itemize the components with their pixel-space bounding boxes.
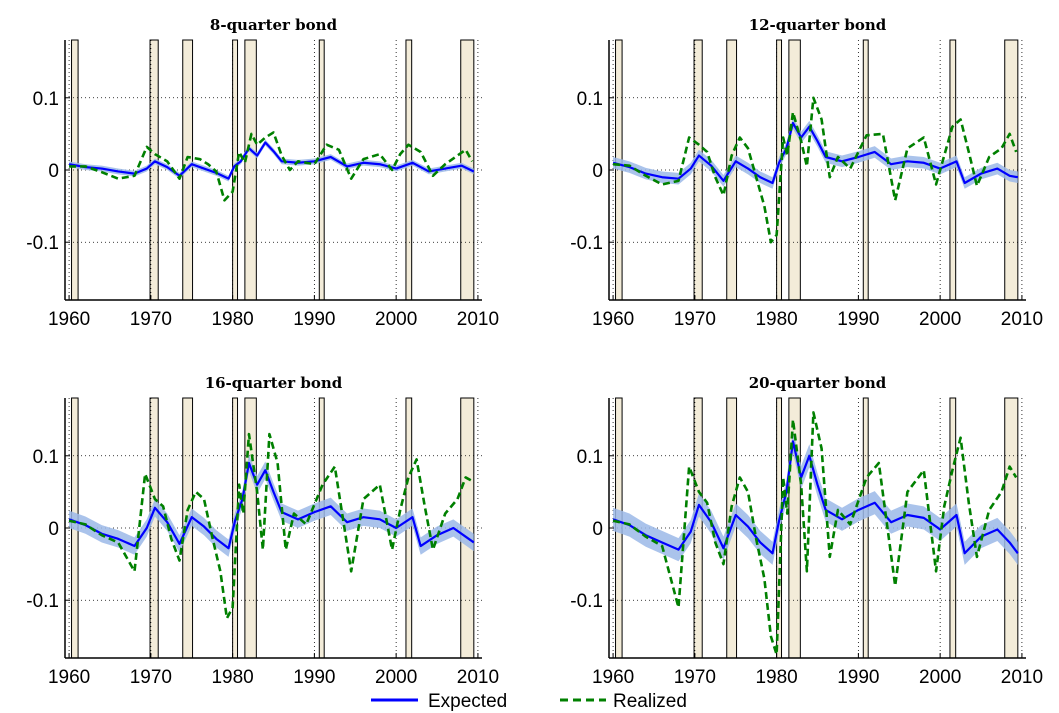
expected-series-line bbox=[68, 461, 475, 550]
x-tick-label: 1980 bbox=[211, 667, 253, 688]
chart-panel-4: 1960 1970 1980 1990 2000 2010 -0.1 0 0.1 20-quart… bbox=[570, 374, 1043, 688]
panel-title: 20-quarter bond bbox=[749, 374, 887, 392]
chart-panel-2: 1960 1970 1980 1990 2000 2010 -0.1 0 0.1 12-quart… bbox=[570, 16, 1043, 330]
recession-band bbox=[693, 39, 703, 301]
x-tick-label: 1960 bbox=[48, 309, 90, 330]
x-tick-label: 1980 bbox=[755, 667, 797, 688]
legend-realized-label: Realized bbox=[613, 691, 687, 712]
panel-title: 8-quarter bond bbox=[210, 16, 338, 34]
realized-series-line bbox=[612, 411, 1018, 656]
y-tick-label: -0.1 bbox=[26, 233, 59, 254]
y-tick-label: 0.1 bbox=[577, 447, 603, 468]
recession-band bbox=[149, 397, 159, 659]
recession-band bbox=[149, 39, 159, 301]
recession-band bbox=[788, 39, 801, 301]
x-tick-label: 1960 bbox=[48, 667, 90, 688]
chart-panel-3: 1960 1970 1980 1990 2000 2010 -0.1 0 0.1 16-quart… bbox=[26, 374, 499, 688]
x-tick-label: 1970 bbox=[130, 309, 172, 330]
x-tick-label: 1980 bbox=[211, 309, 253, 330]
recession-band bbox=[244, 39, 257, 301]
y-tick-label: 0 bbox=[48, 519, 59, 540]
expected-confidence-band bbox=[69, 139, 474, 182]
plot-area bbox=[612, 411, 1019, 656]
y-tick-label: 0 bbox=[48, 161, 59, 182]
y-tick-label: 0.1 bbox=[577, 89, 603, 110]
x-tick-label: 1990 bbox=[837, 667, 879, 688]
panels: 1960 1970 1980 1990 2000 2010 -0.1 0 0.1 8-quarte… bbox=[26, 16, 1043, 688]
y-tick-label: -0.1 bbox=[26, 591, 59, 612]
y-tick-label: 0.1 bbox=[33, 89, 59, 110]
plot-area bbox=[68, 131, 475, 202]
x-tick-label: 1990 bbox=[293, 309, 335, 330]
x-tick-label: 2010 bbox=[457, 309, 499, 330]
plot-area bbox=[612, 96, 1019, 244]
x-tick-label: 1970 bbox=[674, 667, 716, 688]
legend-expected-label: Expected bbox=[428, 691, 507, 712]
expected-confidence-band bbox=[69, 454, 474, 557]
y-tick-label: 0 bbox=[592, 519, 603, 540]
panel-title: 12-quarter bond bbox=[749, 16, 887, 34]
y-tick-label: -0.1 bbox=[570, 233, 603, 254]
x-tick-label: 1960 bbox=[592, 667, 634, 688]
panel-title: 16-quarter bond bbox=[205, 374, 343, 392]
x-tick-label: 2000 bbox=[919, 309, 961, 330]
x-tick-label: 2010 bbox=[1001, 667, 1043, 688]
x-tick-label: 2000 bbox=[375, 309, 417, 330]
expected-series-line bbox=[68, 141, 475, 180]
x-tick-label: 1970 bbox=[130, 667, 172, 688]
y-tick-label: 0.1 bbox=[33, 447, 59, 468]
y-tick-label: -0.1 bbox=[570, 591, 603, 612]
x-tick-label: 1990 bbox=[293, 667, 335, 688]
realized-series-line bbox=[612, 96, 1018, 244]
x-tick-label: 1970 bbox=[674, 309, 716, 330]
y-tick-label: 0 bbox=[592, 161, 603, 182]
plot-area bbox=[68, 432, 475, 620]
x-tick-label: 1990 bbox=[837, 309, 879, 330]
x-tick-label: 2000 bbox=[375, 667, 417, 688]
realized-series-line bbox=[68, 432, 473, 620]
realized-series-line bbox=[69, 131, 474, 202]
recession-band bbox=[405, 39, 413, 301]
chart-panel-1: 1960 1970 1980 1990 2000 2010 -0.1 0 0.1 8-quarte… bbox=[26, 16, 499, 330]
legend: Expected Realized bbox=[371, 691, 687, 712]
x-tick-label: 2010 bbox=[457, 667, 499, 688]
x-tick-label: 1980 bbox=[755, 309, 797, 330]
x-tick-label: 1960 bbox=[592, 309, 634, 330]
x-tick-label: 2000 bbox=[919, 667, 961, 688]
recession-band bbox=[949, 39, 957, 301]
x-tick-label: 2010 bbox=[1001, 309, 1043, 330]
